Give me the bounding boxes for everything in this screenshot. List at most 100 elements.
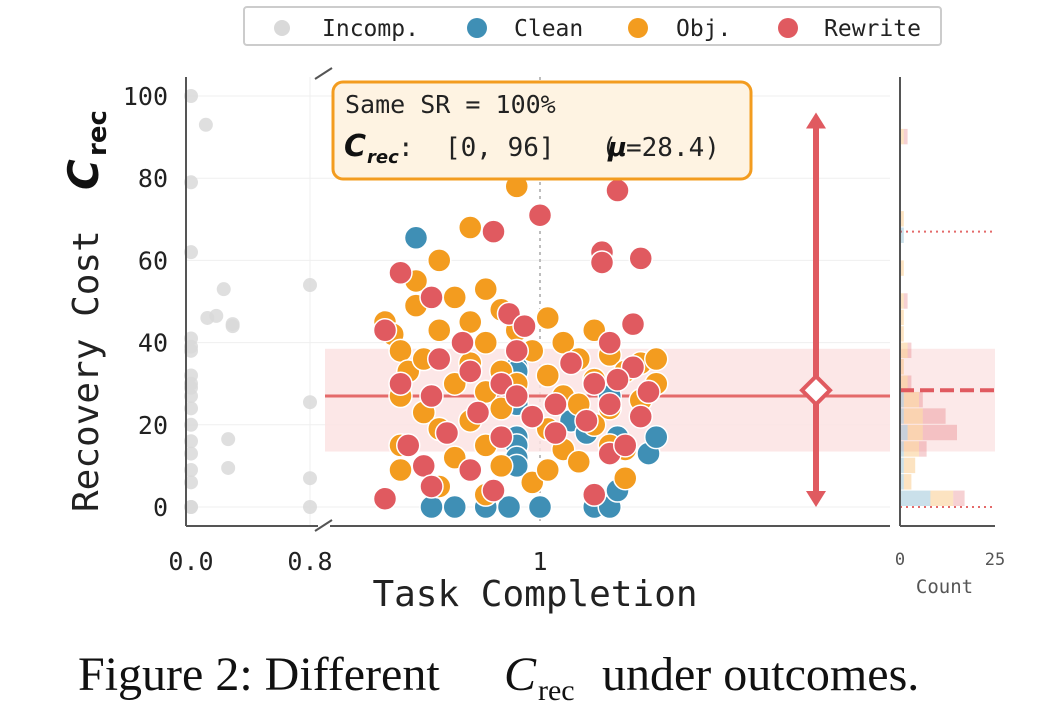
hist-x-tick-label: 25 bbox=[985, 550, 1005, 570]
point-obj bbox=[644, 346, 669, 372]
legend-label-rewrite: Rewrite bbox=[824, 16, 921, 42]
hist-bar-rewrite bbox=[919, 391, 923, 408]
hist-bar-rewrite bbox=[907, 342, 912, 359]
hist-bar-obj bbox=[900, 293, 904, 309]
point-rewrite bbox=[543, 392, 568, 417]
point-rewrite bbox=[388, 371, 413, 396]
hist-bar-clean bbox=[900, 227, 904, 243]
point-rewrite bbox=[419, 383, 444, 409]
point-rewrite bbox=[434, 420, 460, 446]
y-tick-label: 80 bbox=[138, 164, 168, 193]
caption-sub: rec bbox=[538, 674, 575, 707]
point-rewrite bbox=[628, 404, 653, 429]
hist-bar-clean bbox=[900, 457, 904, 474]
hist-bar-obj bbox=[900, 359, 904, 375]
y-tick-label: 40 bbox=[138, 329, 168, 358]
point-incomp bbox=[225, 317, 240, 332]
point-clean bbox=[527, 494, 553, 520]
histogram-panel: 0 25 Count bbox=[895, 77, 1005, 598]
hist-bar-clean bbox=[900, 408, 904, 424]
hist-bar-obj bbox=[903, 441, 919, 457]
y-tick-label: 20 bbox=[138, 411, 168, 440]
point-obj bbox=[442, 285, 467, 310]
axes: 0 20 40 60 80 100 0.0 0.8 1 bbox=[123, 67, 890, 576]
point-obj bbox=[535, 363, 560, 388]
hist-bar-clean bbox=[900, 391, 904, 408]
point-obj bbox=[566, 449, 591, 475]
range-arrow-head-bottom bbox=[806, 491, 826, 507]
x-tick-label: 1 bbox=[532, 547, 547, 576]
point-rewrite bbox=[427, 346, 452, 372]
point-incomp bbox=[184, 389, 198, 404]
point-obj bbox=[427, 248, 452, 273]
point-incomp bbox=[303, 278, 317, 293]
point-obj bbox=[473, 276, 498, 302]
hist-bar-obj bbox=[900, 260, 904, 276]
annotation-background bbox=[331, 80, 753, 181]
axis-break-mark-bottom bbox=[314, 519, 333, 532]
mean-diamond bbox=[799, 373, 833, 408]
point-rewrite bbox=[597, 330, 622, 355]
y-axis-math-symbol: C bbox=[59, 159, 108, 190]
y-axis-math-sub: rec bbox=[83, 110, 113, 156]
point-rewrite bbox=[481, 219, 506, 244]
point-rewrite bbox=[582, 482, 607, 507]
point-incomp bbox=[184, 417, 198, 432]
point-obj bbox=[473, 330, 498, 355]
hist-bar-clean bbox=[900, 474, 904, 490]
hist-bar-obj bbox=[900, 128, 904, 145]
legend-marker-obj bbox=[628, 18, 648, 38]
caption-suffix: under outcomes. bbox=[590, 648, 919, 701]
x-tick-label: 0.8 bbox=[287, 547, 332, 576]
annotation-box: Same SR = 100% C rec : [0, 96] ( μ =28.4… bbox=[331, 80, 753, 181]
hist-bar-rewrite bbox=[922, 424, 957, 441]
point-rewrite bbox=[396, 433, 421, 458]
annotation-line1: Same SR = 100% bbox=[345, 90, 556, 119]
hist-bar-obj bbox=[930, 490, 954, 506]
point-incomp bbox=[184, 446, 198, 461]
point-clean bbox=[403, 225, 429, 251]
hist-bar-obj bbox=[907, 424, 923, 441]
hist-bar-rewrite bbox=[922, 408, 946, 424]
caption-prefix: Figure 2: Different bbox=[78, 648, 440, 701]
point-rewrite bbox=[458, 359, 483, 384]
point-rewrite bbox=[613, 433, 638, 458]
point-incomp bbox=[198, 117, 213, 132]
annotation-crec-sub: rec bbox=[367, 147, 399, 168]
hist-bar-obj bbox=[900, 326, 904, 342]
point-clean bbox=[419, 494, 444, 520]
point-rewrite bbox=[574, 408, 599, 433]
point-incomp bbox=[184, 434, 198, 449]
figure-caption: Figure 2: Different C rec under outcomes… bbox=[78, 648, 919, 707]
legend-box bbox=[243, 6, 942, 46]
point-obj bbox=[388, 338, 413, 364]
point-rewrite bbox=[558, 350, 584, 376]
legend-label-obj: Obj. bbox=[676, 16, 731, 42]
legend-label-incomp: Incomp. bbox=[322, 16, 419, 42]
hist-bar-obj bbox=[903, 474, 912, 490]
hist-bar-obj bbox=[900, 309, 904, 326]
legend: Incomp. Clean Obj. Rewrite bbox=[243, 6, 942, 46]
legend-marker-rewrite bbox=[778, 18, 798, 38]
point-incomp bbox=[184, 500, 198, 514]
point-rewrite bbox=[372, 486, 398, 512]
y-tick-label: 0 bbox=[153, 493, 168, 522]
point-incomp bbox=[184, 343, 198, 358]
point-rewrite bbox=[543, 420, 568, 446]
point-obj bbox=[535, 457, 560, 483]
hist-bar-clean bbox=[900, 424, 908, 441]
axis-break-mark-top bbox=[314, 67, 333, 80]
x-tick-label: 0.0 bbox=[168, 547, 213, 576]
point-rewrite bbox=[372, 318, 398, 343]
point-rewrite bbox=[458, 457, 483, 483]
point-rewrite bbox=[419, 474, 444, 499]
point-rewrite bbox=[628, 246, 653, 271]
point-obj bbox=[535, 305, 560, 331]
point-rewrite bbox=[450, 330, 475, 355]
point-rewrite bbox=[589, 250, 615, 275]
y-axis-label: Recovery Cost bbox=[66, 230, 107, 512]
point-rewrite bbox=[605, 367, 630, 392]
point-incomp bbox=[303, 395, 317, 410]
point-rewrite bbox=[419, 285, 444, 310]
